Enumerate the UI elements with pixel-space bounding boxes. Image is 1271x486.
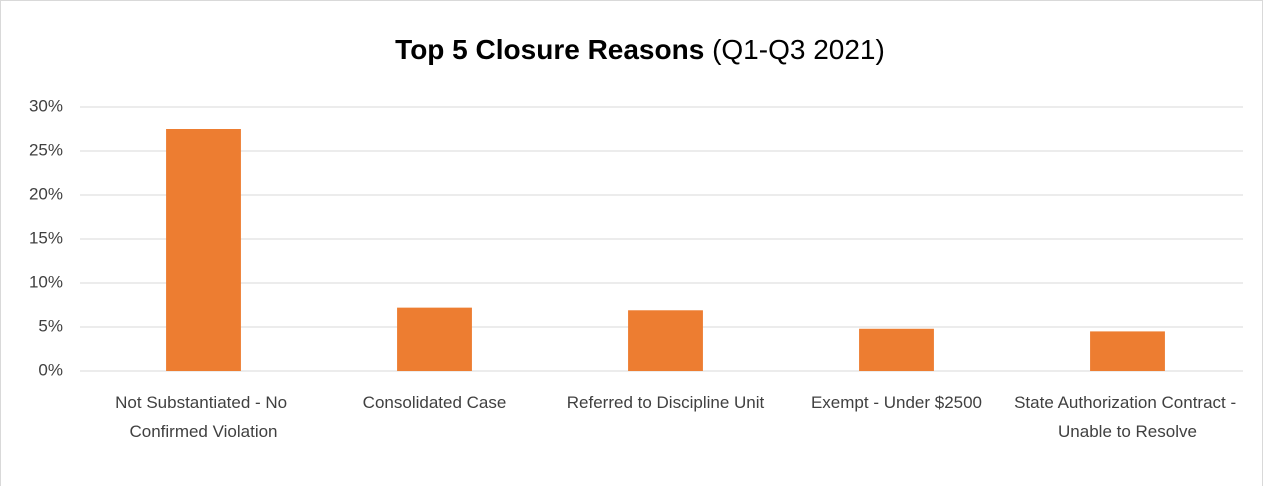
y-tick-label: 25% (29, 140, 63, 159)
y-tick-label: 20% (29, 184, 63, 203)
x-tick-label-line: Not Substantiated - No (115, 393, 292, 412)
x-tick-label-line: Unable to Resolve (1058, 422, 1197, 441)
bar (166, 129, 241, 371)
chart-title: Top 5 Closure Reasons (Q1-Q3 2021) (395, 34, 885, 65)
bar (859, 328, 934, 371)
x-tick-label: Not Substantiated - No Confirmed Violati… (115, 393, 292, 441)
x-tick-label: Referred to Discipline Unit (567, 393, 765, 412)
title-space (704, 34, 712, 65)
title-main: Top 5 Closure Reasons (395, 34, 704, 65)
x-tick-label: Exempt - Under $2500 (811, 393, 982, 412)
bar (628, 310, 703, 371)
y-tick-label: 5% (38, 316, 63, 335)
x-tick-label-line: Confirmed Violation (129, 422, 277, 441)
x-tick-label: State Authorization Contract - Unable to… (1014, 393, 1241, 441)
x-tick-label-line: Referred to Discipline Unit (567, 393, 765, 412)
y-tick-label: 15% (29, 228, 63, 247)
bar (397, 307, 472, 371)
bar (1090, 331, 1165, 371)
x-tick-label: Consolidated Case (363, 393, 507, 412)
y-tick-label: 0% (38, 360, 63, 379)
x-tick-label-line: State Authorization Contract - (1014, 393, 1241, 412)
x-tick-label-line: Consolidated Case (363, 393, 507, 412)
y-tick-label: 30% (29, 96, 63, 115)
title-sub: (Q1-Q3 2021) (712, 34, 885, 65)
y-tick-label: 10% (29, 272, 63, 291)
x-tick-label-line: Exempt - Under $2500 (811, 393, 982, 412)
